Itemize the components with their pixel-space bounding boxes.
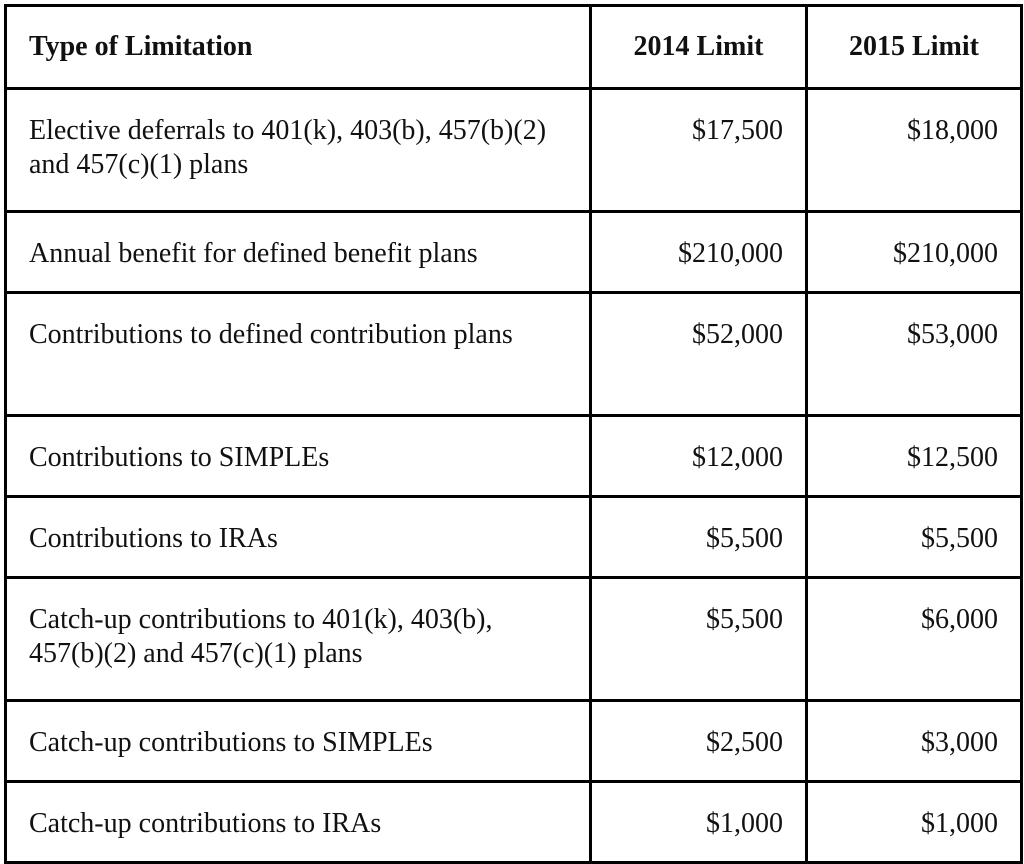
limitation-type-cell: Contributions to SIMPLEs [4,414,592,498]
table-row: Catch-up contributions to IRAs $1,000 $1… [4,780,1023,864]
limit-2014-cell: $2,500 [589,699,808,783]
limit-2015-cell: $3,000 [805,699,1023,783]
header-2015-limit: 2015 Limit [805,4,1023,90]
table-body: Elective deferrals to 401(k), 403(b), 45… [4,87,1023,864]
limit-2015-cell: $1,000 [805,780,1023,864]
limitation-type-cell: Elective deferrals to 401(k), 403(b), 45… [4,87,592,213]
limitation-type-cell: Contributions to defined contribution pl… [4,291,592,417]
limit-2014-cell: $17,500 [589,87,808,213]
table-row: Catch-up contributions to SIMPLEs $2,500… [4,699,1023,783]
limit-2014-cell: $52,000 [589,291,808,417]
table-row: Elective deferrals to 401(k), 403(b), 45… [4,87,1023,213]
limit-2015-cell: $6,000 [805,576,1023,702]
table-row: Catch-up contributions to 401(k), 403(b)… [4,576,1023,702]
limitation-type-cell: Catch-up contributions to IRAs [4,780,592,864]
table-row: Annual benefit for defined benefit plans… [4,210,1023,294]
limit-2014-cell: $5,500 [589,495,808,579]
limit-2014-cell: $1,000 [589,780,808,864]
header-type-of-limitation: Type of Limitation [4,4,592,90]
limitation-type-cell: Contributions to IRAs [4,495,592,579]
limit-2015-cell: $210,000 [805,210,1023,294]
contribution-limits-table: Type of Limitation 2014 Limit 2015 Limit… [4,4,1023,864]
limit-2014-cell: $210,000 [589,210,808,294]
limitation-type-cell: Catch-up contributions to 401(k), 403(b)… [4,576,592,702]
header-row: Type of Limitation 2014 Limit 2015 Limit [4,4,1023,90]
table-row: Contributions to IRAs $5,500 $5,500 [4,495,1023,579]
limit-2015-cell: $5,500 [805,495,1023,579]
table-header: Type of Limitation 2014 Limit 2015 Limit [4,4,1023,90]
table-row: Contributions to SIMPLEs $12,000 $12,500 [4,414,1023,498]
limit-2014-cell: $5,500 [589,576,808,702]
limit-2014-cell: $12,000 [589,414,808,498]
limit-2015-cell: $53,000 [805,291,1023,417]
limitation-type-cell: Catch-up contributions to SIMPLEs [4,699,592,783]
table-row: Contributions to defined contribution pl… [4,291,1023,417]
limit-2015-cell: $12,500 [805,414,1023,498]
limitation-type-cell: Annual benefit for defined benefit plans [4,210,592,294]
limit-2015-cell: $18,000 [805,87,1023,213]
header-2014-limit: 2014 Limit [589,4,808,90]
